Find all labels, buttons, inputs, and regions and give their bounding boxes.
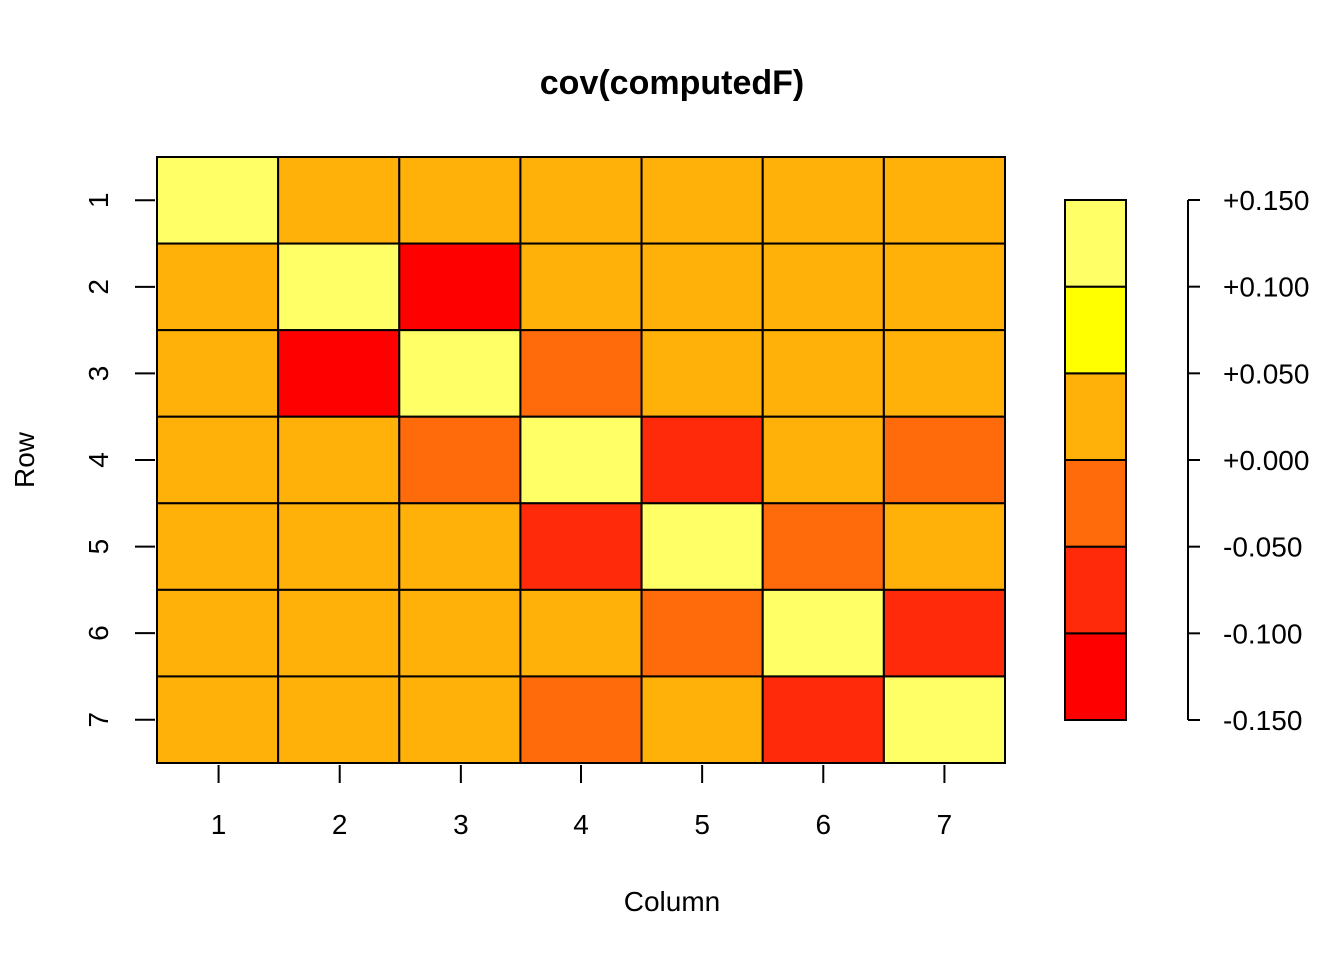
y-tick-label-1: 1 <box>83 192 114 208</box>
legend-tick-label-1: -0.150 <box>1223 705 1302 736</box>
legend-tick-label-3: -0.050 <box>1223 532 1302 563</box>
heatmap-cell-r7-c3 <box>398 675 522 765</box>
heatmap-cell-r6-c2 <box>277 588 401 678</box>
heatmap-cell-r5-c1 <box>156 502 280 591</box>
x-tick-label-6: 6 <box>815 809 831 840</box>
heatmap-cell-r5-c6 <box>761 502 885 591</box>
legend-swatch-1 <box>1064 632 1127 721</box>
x-tick-label-2: 2 <box>332 809 348 840</box>
y-tick-label-2: 2 <box>83 279 114 295</box>
heatmap-cells <box>156 156 1006 765</box>
heatmap-cell-r4-c2 <box>277 415 401 505</box>
heatmap-cell-r2-c2 <box>277 242 401 332</box>
x-tick-label-4: 4 <box>573 809 589 840</box>
heatmap-cell-r5-c3 <box>398 502 522 591</box>
heatmap-cell-r5-c5 <box>640 502 764 591</box>
heatmap-cell-r2-c3 <box>398 242 522 332</box>
legend-swatch-6 <box>1064 199 1127 288</box>
heatmap-cell-r4-c6 <box>761 415 885 505</box>
heatmap-cell-r6-c4 <box>519 588 643 678</box>
y-tick-label-3: 3 <box>83 366 114 382</box>
heatmap-cell-r7-c4 <box>519 675 643 765</box>
legend-swatch-3 <box>1064 459 1127 548</box>
heatmap-cell-r3-c1 <box>156 329 280 418</box>
heatmap-cell-r7-c7 <box>882 675 1006 765</box>
heatmap-cell-r2-c4 <box>519 242 643 332</box>
heatmap-cell-r1-c3 <box>398 156 522 245</box>
heatmap-cell-r1-c2 <box>277 156 401 245</box>
heatmap-cell-r5-c2 <box>277 502 401 591</box>
x-tick-label-5: 5 <box>694 809 710 840</box>
heatmap-cell-r3-c4 <box>519 329 643 418</box>
color-legend <box>1064 199 1127 721</box>
heatmap-cell-r2-c1 <box>156 242 280 332</box>
heatmap-cell-r3-c2 <box>277 329 401 418</box>
heatmap-cell-r4-c3 <box>398 415 522 505</box>
legend-swatch-4 <box>1064 372 1127 462</box>
y-axis-label: Row <box>9 431 40 488</box>
legend-tick-label-2: -0.100 <box>1223 618 1302 649</box>
heatmap-cell-r3-c3 <box>398 329 522 418</box>
y-tick-label-6: 6 <box>83 625 114 641</box>
heatmap-cell-r2-c6 <box>761 242 885 332</box>
heatmap-cell-r5-c4 <box>519 502 643 591</box>
x-tick-label-3: 3 <box>453 809 469 840</box>
heatmap-cell-r6-c6 <box>761 588 885 678</box>
y-tick-label-4: 4 <box>83 452 114 468</box>
heatmap-cell-r2-c5 <box>640 242 764 332</box>
heatmap-cell-r5-c7 <box>882 502 1006 591</box>
heatmap-cell-r6-c7 <box>882 588 1006 678</box>
heatmap-cell-r7-c6 <box>761 675 885 765</box>
legend-tick-label-4: +0.000 <box>1223 445 1309 476</box>
heatmap-cell-r4-c4 <box>519 415 643 505</box>
heatmap-cell-r3-c5 <box>640 329 764 418</box>
heatmap-cell-r4-c5 <box>640 415 764 505</box>
heatmap-cell-r3-c6 <box>761 329 885 418</box>
heatmap-cell-r1-c7 <box>882 156 1006 245</box>
heatmap-cell-r2-c7 <box>882 242 1006 332</box>
x-tick-label-7: 7 <box>937 809 953 840</box>
heatmap-cell-r6-c3 <box>398 588 522 678</box>
legend-tick-label-6: +0.100 <box>1223 272 1309 303</box>
chart-title: cov(computedF) <box>540 64 804 102</box>
heatmap-cell-r1-c6 <box>761 156 885 245</box>
heatmap-cell-r7-c2 <box>277 675 401 765</box>
x-axis: 1 2 3 4 5 6 7 <box>211 765 952 840</box>
heatmap-cell-r7-c1 <box>156 675 280 765</box>
y-tick-label-5: 5 <box>83 539 114 555</box>
legend-swatch-2 <box>1064 545 1127 635</box>
heatmap-cell-r1-c5 <box>640 156 764 245</box>
y-tick-label-7: 7 <box>83 712 114 728</box>
heatmap-cell-r1-c4 <box>519 156 643 245</box>
heatmap-cell-r1-c1 <box>156 156 280 245</box>
x-axis-label: Column <box>624 886 720 917</box>
legend-tick-label-5: +0.050 <box>1223 358 1309 389</box>
x-tick-label-1: 1 <box>211 809 227 840</box>
y-axis: 1 2 3 4 5 6 7 <box>83 192 155 728</box>
heatmap-cell-r3-c7 <box>882 329 1006 418</box>
heatmap-cell-r7-c5 <box>640 675 764 765</box>
heatmap-cell-r6-c5 <box>640 588 764 678</box>
legend-swatch-5 <box>1064 285 1127 375</box>
heatmap-cell-r4-c1 <box>156 415 280 505</box>
heatmap-cell-r6-c1 <box>156 588 280 678</box>
heatmap-cell-r4-c7 <box>882 415 1006 505</box>
legend-tick-label-7: +0.150 <box>1223 185 1309 216</box>
legend-axis: -0.150 -0.100 -0.050 +0.000 +0.050 +0.100 +0.1… <box>1187 185 1309 736</box>
